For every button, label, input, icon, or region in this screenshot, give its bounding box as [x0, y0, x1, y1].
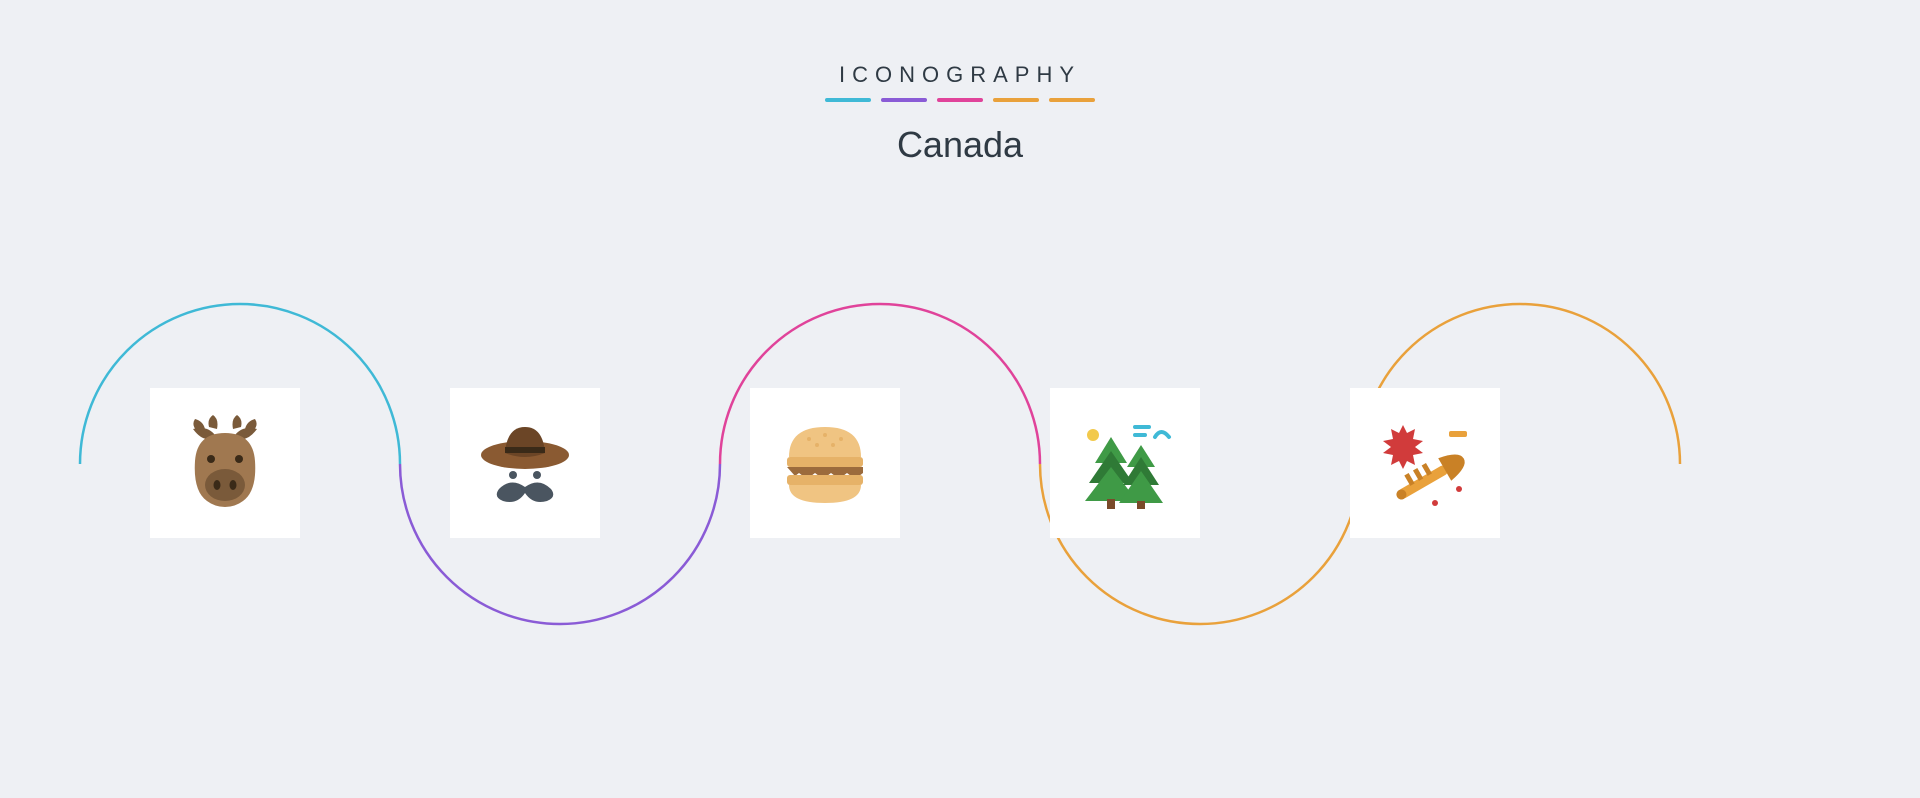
- tile-row: [0, 0, 1920, 798]
- tile-hat: [450, 388, 600, 538]
- mountie-hat-icon: [475, 413, 575, 513]
- tile-burger: [750, 388, 900, 538]
- trumpet-maple-icon: [1375, 413, 1475, 513]
- burger-icon: [775, 413, 875, 513]
- tile-trees: [1050, 388, 1200, 538]
- moose-icon: [175, 413, 275, 513]
- pine-trees-icon: [1075, 413, 1175, 513]
- tile-moose: [150, 388, 300, 538]
- tile-trumpet: [1350, 388, 1500, 538]
